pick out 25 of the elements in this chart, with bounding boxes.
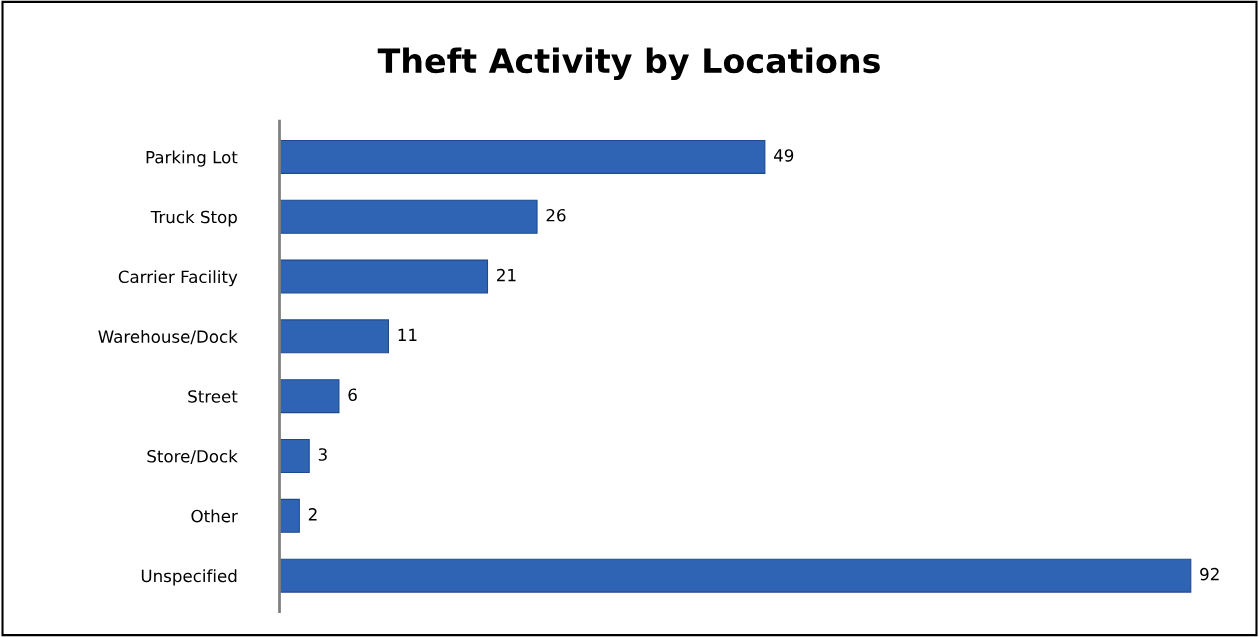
y-tick-label: Other: [191, 509, 238, 523]
bar: [279, 199, 538, 234]
y-tick-label: Warehouse/Dock: [98, 330, 238, 345]
bar: [279, 259, 489, 294]
data-label: 49: [774, 149, 794, 162]
data-label: 11: [398, 328, 417, 341]
y-tick-label: Street: [188, 390, 238, 403]
data-label: 92: [1200, 567, 1219, 581]
chart-title: Theft Activity by Locations: [377, 47, 880, 80]
data-label: 26: [546, 208, 566, 222]
bar: [279, 139, 766, 174]
bar: [279, 498, 300, 533]
data-label: 3: [318, 448, 327, 461]
bar: [279, 319, 390, 354]
y-tick-label: Truck Stop: [150, 210, 237, 227]
bar: [279, 379, 340, 414]
y-tick-label: Parking Lot: [146, 150, 238, 167]
y-tick-label: Carrier Facility: [118, 270, 238, 287]
bar: [279, 558, 1192, 593]
data-label: 2: [308, 508, 317, 521]
data-label: 21: [497, 268, 516, 282]
y-tick-label: Unspecified: [141, 569, 237, 586]
bar: [279, 438, 310, 474]
data-label: 6: [348, 388, 357, 402]
y-tick-label: Store/Dock: [147, 449, 238, 464]
